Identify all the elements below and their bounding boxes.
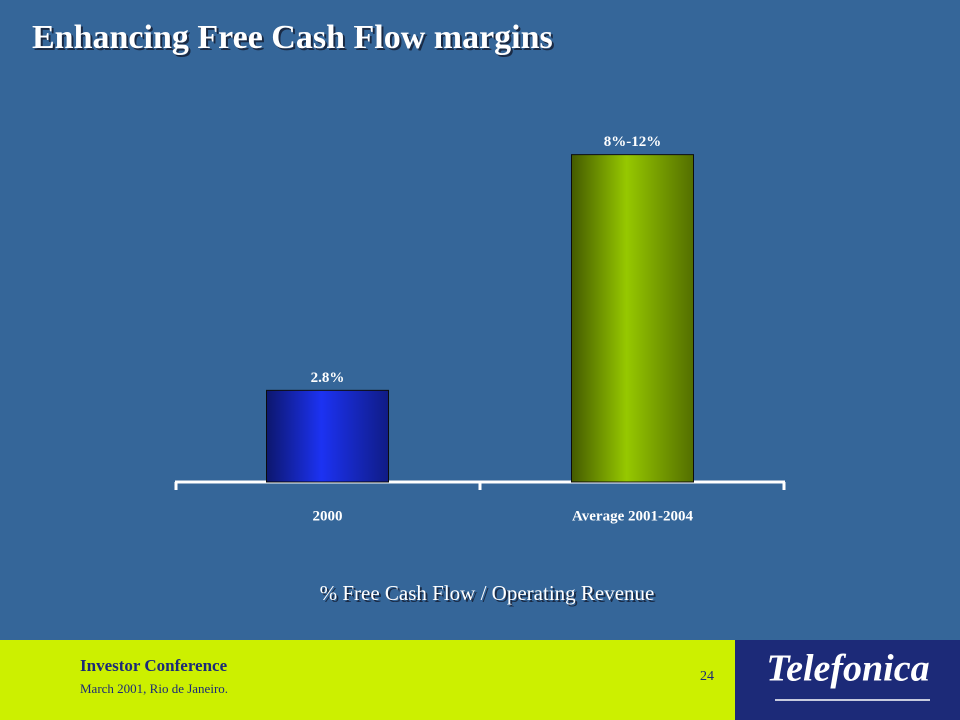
logo-band bbox=[735, 640, 960, 720]
footer-band bbox=[0, 640, 735, 720]
footer-subtitle: March 2001, Rio de Janeiro. bbox=[80, 681, 228, 696]
page-number: 24 bbox=[700, 669, 714, 684]
bar-shading bbox=[266, 390, 389, 482]
chart-title: Enhancing Free Cash Flow margins bbox=[32, 19, 553, 56]
x-axis-label: % Free Cash Flow / Operating Revenue bbox=[320, 581, 655, 605]
footer-title: Investor Conference bbox=[80, 656, 228, 675]
x-tick-label: 2000 bbox=[313, 508, 343, 524]
value-label: 2.8% bbox=[311, 370, 345, 386]
bar-shading bbox=[571, 154, 694, 482]
value-label: 8%-12% bbox=[604, 134, 662, 150]
logo: Telefonica bbox=[766, 648, 929, 690]
x-tick-label: Average 2001-2004 bbox=[572, 508, 693, 524]
background bbox=[0, 0, 960, 640]
